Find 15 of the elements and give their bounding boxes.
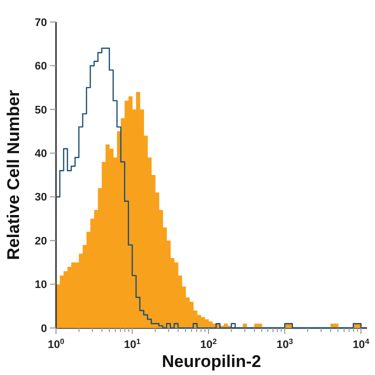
y-tick-label: 50 [34, 104, 47, 116]
y-tick-label: 70 [34, 16, 47, 29]
y-tick-label: 30 [34, 192, 47, 204]
y-tick-label: 10 [34, 279, 47, 292]
y-tick-label: 60 [34, 60, 47, 73]
x-tick-label: 10$^{1}$ [124, 336, 142, 351]
y-tick-label: 40 [34, 148, 47, 160]
x-axis-title: Neuropilin-2 [162, 352, 262, 371]
x-tick-label: 10$^{4}$ [352, 336, 370, 351]
x-tick-label: 10$^{3}$ [276, 336, 293, 351]
x-tick-label: 10$^{0}$ [48, 336, 64, 351]
y-tick-label: 20 [34, 235, 47, 248]
y-axis-title: Relative Cell Number [4, 90, 23, 260]
y-tick-label: 0 [40, 322, 47, 335]
x-tick-label: 10$^{2}$ [200, 336, 217, 351]
